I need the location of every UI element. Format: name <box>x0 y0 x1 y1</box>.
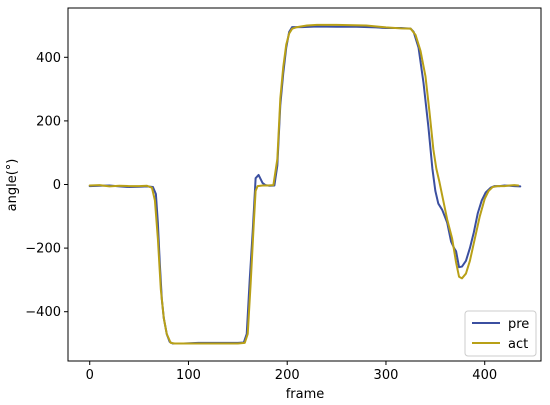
legend: pre act <box>464 310 537 357</box>
y-tick-label: −400 <box>25 305 61 320</box>
x-tick-label: 300 <box>374 368 399 383</box>
y-tick-label: 0 <box>53 178 61 193</box>
x-tick-label: 100 <box>176 368 201 383</box>
axes-layer: 0 100 200 300 400 −400 −200 0 200 400 <box>25 51 497 383</box>
series-layer <box>88 23 522 345</box>
x-tick-label: 400 <box>472 368 497 383</box>
y-tick-label: −200 <box>25 242 61 257</box>
y-axis-label: angle(°) <box>5 159 20 212</box>
series-line-act <box>88 23 520 345</box>
y-tick-label: 200 <box>36 114 61 129</box>
x-tick-label: 200 <box>275 368 300 383</box>
legend-label-act: act <box>508 337 528 352</box>
x-tick-label: 0 <box>86 368 94 383</box>
x-axis-label: frame <box>286 387 325 402</box>
y-tick-label: 400 <box>36 51 61 66</box>
legend-label-pre: pre <box>508 317 529 332</box>
